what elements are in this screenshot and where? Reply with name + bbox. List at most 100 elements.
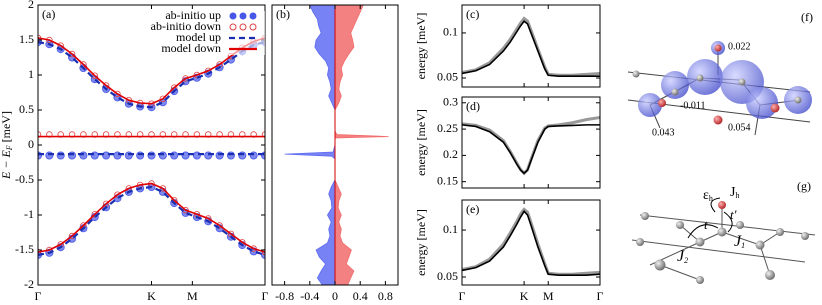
legend-marker: [229, 12, 237, 20]
y-axis-label: energy [meV]: [414, 109, 428, 176]
data-point: [113, 151, 122, 160]
x-tick-label: Γ: [262, 289, 269, 303]
data-point: [90, 151, 99, 160]
x-tick-label: K: [147, 289, 156, 303]
plot-area: [462, 207, 600, 276]
panel-label: (f): [801, 10, 813, 24]
data-point: [68, 50, 76, 58]
charge-label: -0.011: [680, 100, 705, 111]
data-line: [38, 37, 265, 105]
y-tick-label: 2: [28, 0, 34, 11]
x-tick-label: -0.4: [300, 289, 319, 303]
x-tick-label: Γ: [597, 289, 604, 303]
label-unit: [meV]: [0, 111, 13, 142]
symbol-label: J1: [734, 233, 745, 250]
y-tick-label: 1.5: [19, 32, 34, 46]
plot-area: [284, 5, 389, 285]
data-line: [462, 16, 600, 77]
data-point: [159, 185, 167, 192]
legend-bg: [107, 33, 265, 44]
x-tick-label: -0.8: [275, 289, 294, 303]
legend-marker: [249, 12, 257, 20]
subscript: h: [709, 194, 713, 203]
y-axis-label: energy [meV]: [414, 13, 428, 80]
y-tick-label: 0.15: [437, 173, 458, 187]
data-point: [114, 191, 121, 198]
data-point: [182, 75, 189, 82]
subscript: 1: [741, 241, 745, 250]
legend-label: model up: [176, 30, 221, 44]
charge-label: 0.054: [728, 122, 751, 133]
panel-label: (c): [466, 7, 479, 21]
data-point: [79, 151, 88, 160]
legend-bg: [107, 44, 265, 55]
y-tick-label: 0.2: [443, 147, 458, 161]
y-tick-label: 0.3: [443, 95, 458, 109]
panel-label: (e): [466, 202, 479, 216]
subscript: h: [735, 191, 739, 200]
data-point: [124, 151, 133, 160]
y-tick-label: 0: [28, 137, 34, 151]
data-point: [170, 151, 179, 160]
data-point: [56, 151, 65, 160]
y-tick-label: 0.5: [19, 102, 34, 116]
x-tick-label: Γ: [459, 289, 466, 303]
symbol-label: t': [730, 207, 737, 222]
plot-frame: [461, 4, 601, 88]
y-axis-label: E − EF [meV]: [0, 111, 14, 180]
plot-frame: [271, 4, 399, 286]
data-line: [38, 41, 265, 109]
y-tick-label: -2: [24, 277, 34, 291]
legend-bg: [107, 22, 265, 33]
data-point: [261, 248, 265, 256]
plot-frame: [37, 4, 266, 286]
label-main: E − E: [0, 150, 13, 180]
data-line: [462, 124, 600, 175]
data-point: [249, 151, 258, 160]
y-tick-label: -0.5: [15, 172, 34, 186]
y-tick-label: 0.1: [443, 25, 458, 39]
plot-area: [38, 34, 265, 259]
x-tick-label: 0: [332, 289, 338, 303]
x-tick-label: 0.8: [378, 289, 393, 303]
legend-marker: [229, 23, 237, 31]
dos-area: [284, 5, 336, 285]
panel-label: (g): [797, 179, 811, 193]
x-tick-label: K: [520, 289, 529, 303]
y-tick-label: -1: [24, 207, 34, 221]
charge-label: 0.022: [728, 41, 751, 52]
label-sub: F: [5, 145, 14, 151]
data-point: [68, 151, 77, 160]
symbol: J: [730, 185, 736, 200]
panel-label: (b): [276, 7, 290, 21]
panel-label: (a): [42, 7, 55, 21]
legend-bg: [107, 11, 265, 22]
plot-frame: [461, 199, 601, 286]
data-line: [38, 182, 265, 253]
data-point: [136, 151, 145, 160]
plot-area: [462, 16, 600, 77]
legend-marker: [249, 23, 257, 31]
y-tick-label: 0.05: [437, 70, 458, 84]
data-point: [193, 71, 201, 79]
plot-area: [462, 116, 600, 176]
y-tick-label: 1: [28, 67, 34, 81]
subscript: 2: [684, 256, 688, 265]
data-point: [204, 151, 213, 160]
panel-label: (d): [466, 99, 480, 113]
data-point: [192, 151, 201, 160]
data-line: [462, 20, 600, 77]
legend-label: ab-initio down: [151, 19, 221, 33]
legend-marker: [239, 23, 247, 31]
data-line: [38, 185, 265, 256]
symbol-label: J2: [677, 248, 688, 265]
atoms-g: [636, 201, 809, 284]
dos-area: [334, 5, 389, 285]
charge-label: 0.043: [652, 127, 675, 138]
legend-label: ab-initio up: [165, 8, 221, 22]
x-tick-label: 0.4: [353, 289, 368, 303]
legend-marker: [239, 12, 247, 20]
data-point: [102, 151, 111, 160]
y-tick-label: 0.25: [437, 121, 458, 135]
